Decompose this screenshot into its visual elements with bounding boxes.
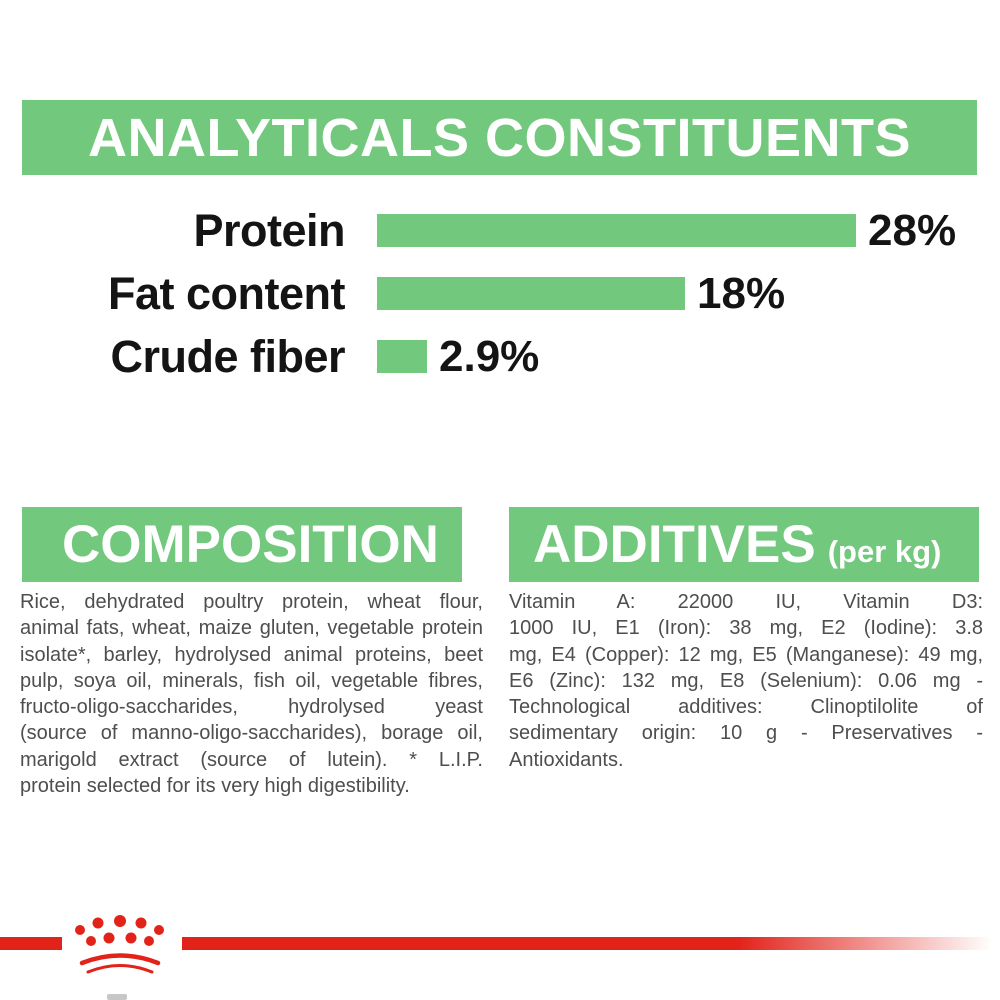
bar-label: Crude fiber bbox=[110, 331, 345, 382]
bar-value: 18% bbox=[697, 268, 786, 318]
text-line: E6 (Zinc): 132 mg, E8 (Selenium): 0.06 m… bbox=[509, 669, 983, 692]
cropped-footer-text-fragment bbox=[107, 994, 127, 1000]
bar-row-crude-fiber: Crude fiber 2.9% bbox=[0, 334, 1000, 379]
bar-fill bbox=[377, 277, 685, 310]
footer-red-line-left bbox=[0, 937, 62, 950]
text-line: sedimentary origin: 10 g - Preservatives… bbox=[509, 722, 983, 745]
text-line: isolate*, barley, hydrolysed animal prot… bbox=[20, 643, 483, 666]
text-line: Rice, dehydrated poultry protein, wheat … bbox=[20, 591, 483, 613]
analytical-constituents-header: ANALYTICALS CONSTITUENTS bbox=[22, 100, 977, 175]
text-line: Technological additives: Clinoptilolite … bbox=[509, 696, 983, 719]
text-line: marigold extract (source of lutein). * L… bbox=[20, 748, 483, 771]
bar-row-fat-content: Fat content 18% bbox=[0, 271, 1000, 316]
text-line: pulp, soya oil, minerals, fish oil, vege… bbox=[20, 669, 483, 692]
bar-value: 2.9% bbox=[439, 331, 540, 381]
additives-per-kg-label: (per kg) bbox=[827, 534, 942, 569]
analytical-constituents-title: ANALYTICALS CONSTITUENTS bbox=[87, 107, 912, 168]
composition-title: COMPOSITION bbox=[62, 515, 439, 574]
text-line: protein selected for its very high diges… bbox=[20, 775, 410, 798]
text-line: Antioxidants. bbox=[509, 748, 624, 771]
text-line: 1000 IU, E1 (Iron): 38 mg, E2 (Iodine): … bbox=[509, 617, 983, 640]
text-line: mg, E4 (Copper): 12 mg, E5 (Manganese): … bbox=[509, 643, 983, 666]
bar-fill bbox=[377, 214, 856, 247]
text-line: Vitamin A: 22000 IU, Vitamin D3: bbox=[509, 591, 983, 613]
additives-title: ADDITIVES bbox=[533, 515, 816, 574]
composition-text: Rice, dehydrated poultry protein, wheat … bbox=[20, 589, 483, 799]
royal-canin-crown-logo bbox=[75, 915, 164, 974]
text-line: (source of manno-oligo-saccharides), bor… bbox=[20, 722, 483, 745]
text-line: animal fats, wheat, maize gluten, vegeta… bbox=[20, 617, 483, 640]
footer-red-line-right bbox=[182, 937, 1000, 950]
bar-fill bbox=[377, 340, 427, 373]
additives-header: ADDITIVES (per kg) bbox=[509, 507, 979, 582]
bar-row-protein: Protein 28% bbox=[0, 208, 1000, 253]
bar-label: Protein bbox=[193, 205, 345, 256]
text-line: fructo-oligo-saccharides, hydrolysed yea… bbox=[20, 696, 483, 719]
additives-text: Vitamin A: 22000 IU, Vitamin D3: 1000 IU,… bbox=[509, 589, 983, 773]
bar-label: Fat content bbox=[108, 268, 346, 319]
composition-header: COMPOSITION bbox=[22, 507, 462, 582]
bar-value: 28% bbox=[868, 205, 957, 255]
